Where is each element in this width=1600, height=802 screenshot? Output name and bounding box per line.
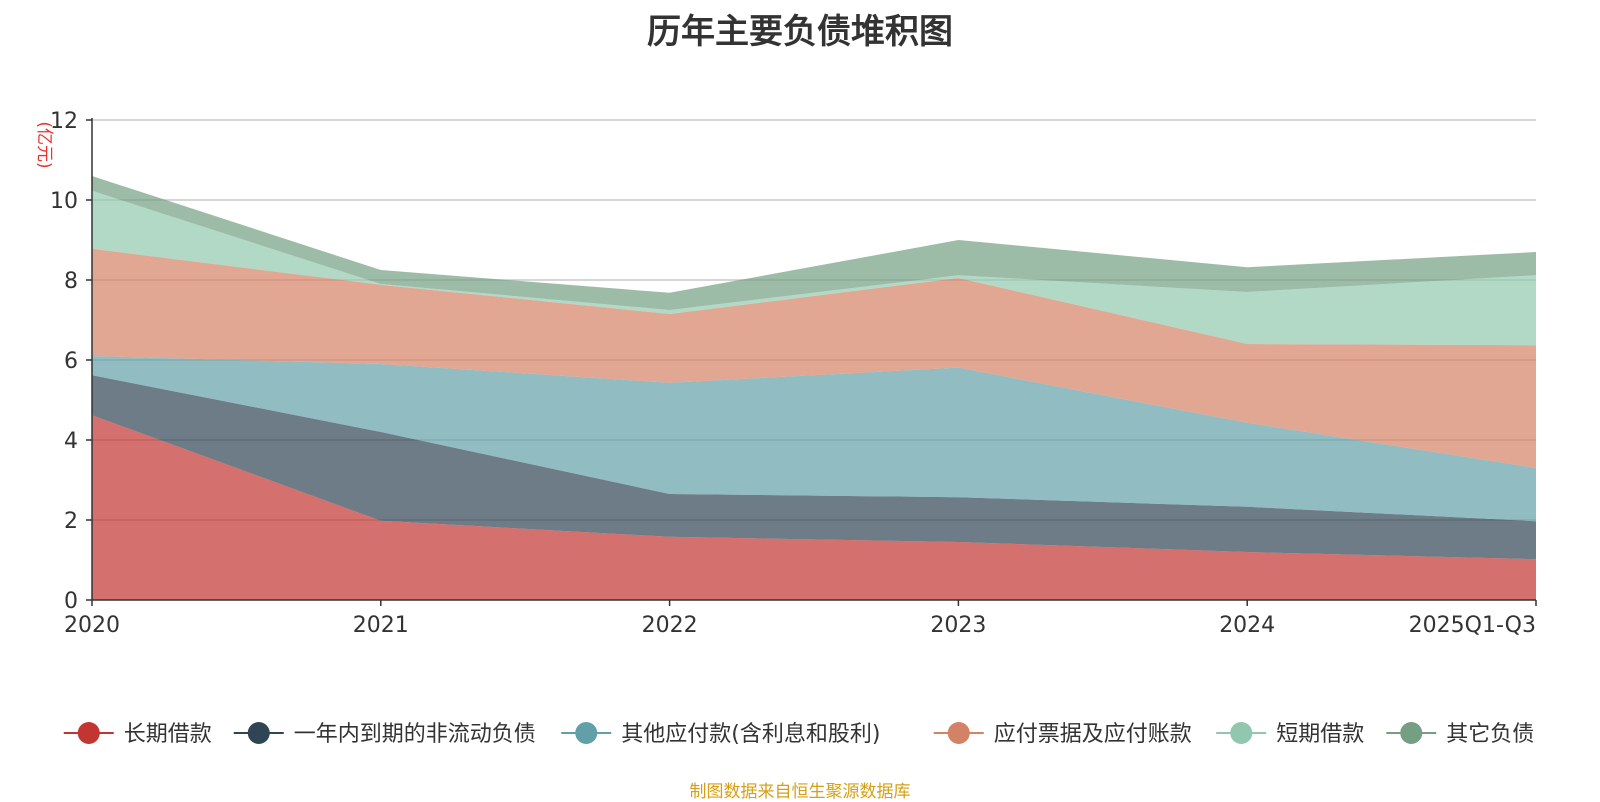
y-tick-label: 10 [50, 189, 78, 214]
legend-marker [1230, 722, 1253, 744]
axis-layer: 0 2 4 6 8 10 12 2020 2021 2022 2023 2024 2025Q1-Q3 [50, 109, 1537, 638]
source-note: 制图数据来自恒生聚源数据库 [689, 782, 911, 802]
area-series-1 [92, 375, 1536, 560]
y-tick-label: 0 [64, 589, 78, 614]
legend-label: 其他应付款(含利息和股利) [621, 722, 880, 747]
area-series-5 [92, 176, 1536, 310]
chart-title: 历年主要负债堆积图 [647, 12, 953, 52]
legend-item-2[interactable]: 其他应付款(含利息和股利) [561, 722, 880, 747]
legend-marker [77, 722, 100, 744]
legend-item-3[interactable]: 应付票据及应付账款 [933, 722, 1192, 747]
legend-marker [1400, 722, 1423, 744]
legend-label: 长期借款 [124, 722, 212, 747]
area-series-0 [92, 415, 1536, 600]
area-series-4 [92, 190, 1536, 346]
legend-item-0[interactable]: 长期借款 [63, 722, 212, 747]
legend-label: 应付票据及应付账款 [994, 722, 1192, 747]
y-tick-label: 6 [64, 349, 78, 374]
legend-marker [575, 722, 598, 744]
legend-label: 一年内到期的非流动负债 [294, 722, 536, 747]
legend-marker [247, 722, 270, 744]
x-tick-label: 2020 [64, 613, 120, 638]
legend-item-1[interactable]: 一年内到期的非流动负债 [233, 722, 536, 747]
y-tick-label: 2 [64, 509, 78, 534]
legend-item-5[interactable]: 其它负债 [1386, 722, 1534, 747]
legend: 长期借款 一年内到期的非流动负债 其他应付款(含利息和股利) 应付票据及应付账款 短期借… [63, 722, 1534, 747]
legend-label: 其它负债 [1446, 722, 1534, 747]
x-tick-label: 2021 [353, 613, 409, 638]
area-series-3 [92, 248, 1536, 468]
x-tick-label: 2023 [930, 613, 986, 638]
area-series-2 [92, 356, 1536, 522]
y-tick-label: 12 [50, 109, 78, 134]
x-tick-label: 2025Q1-Q3 [1409, 613, 1536, 638]
legend-marker [947, 722, 970, 744]
y-tick-label: 4 [64, 429, 78, 454]
legend-item-4[interactable]: 短期借款 [1216, 722, 1364, 747]
area-layer [92, 176, 1536, 600]
x-tick-label: 2024 [1219, 613, 1275, 638]
legend-label: 短期借款 [1276, 722, 1364, 747]
y-tick-label: 8 [64, 269, 78, 294]
y-axis-unit-label: (亿元) [34, 121, 54, 168]
x-tick-label: 2022 [642, 613, 698, 638]
